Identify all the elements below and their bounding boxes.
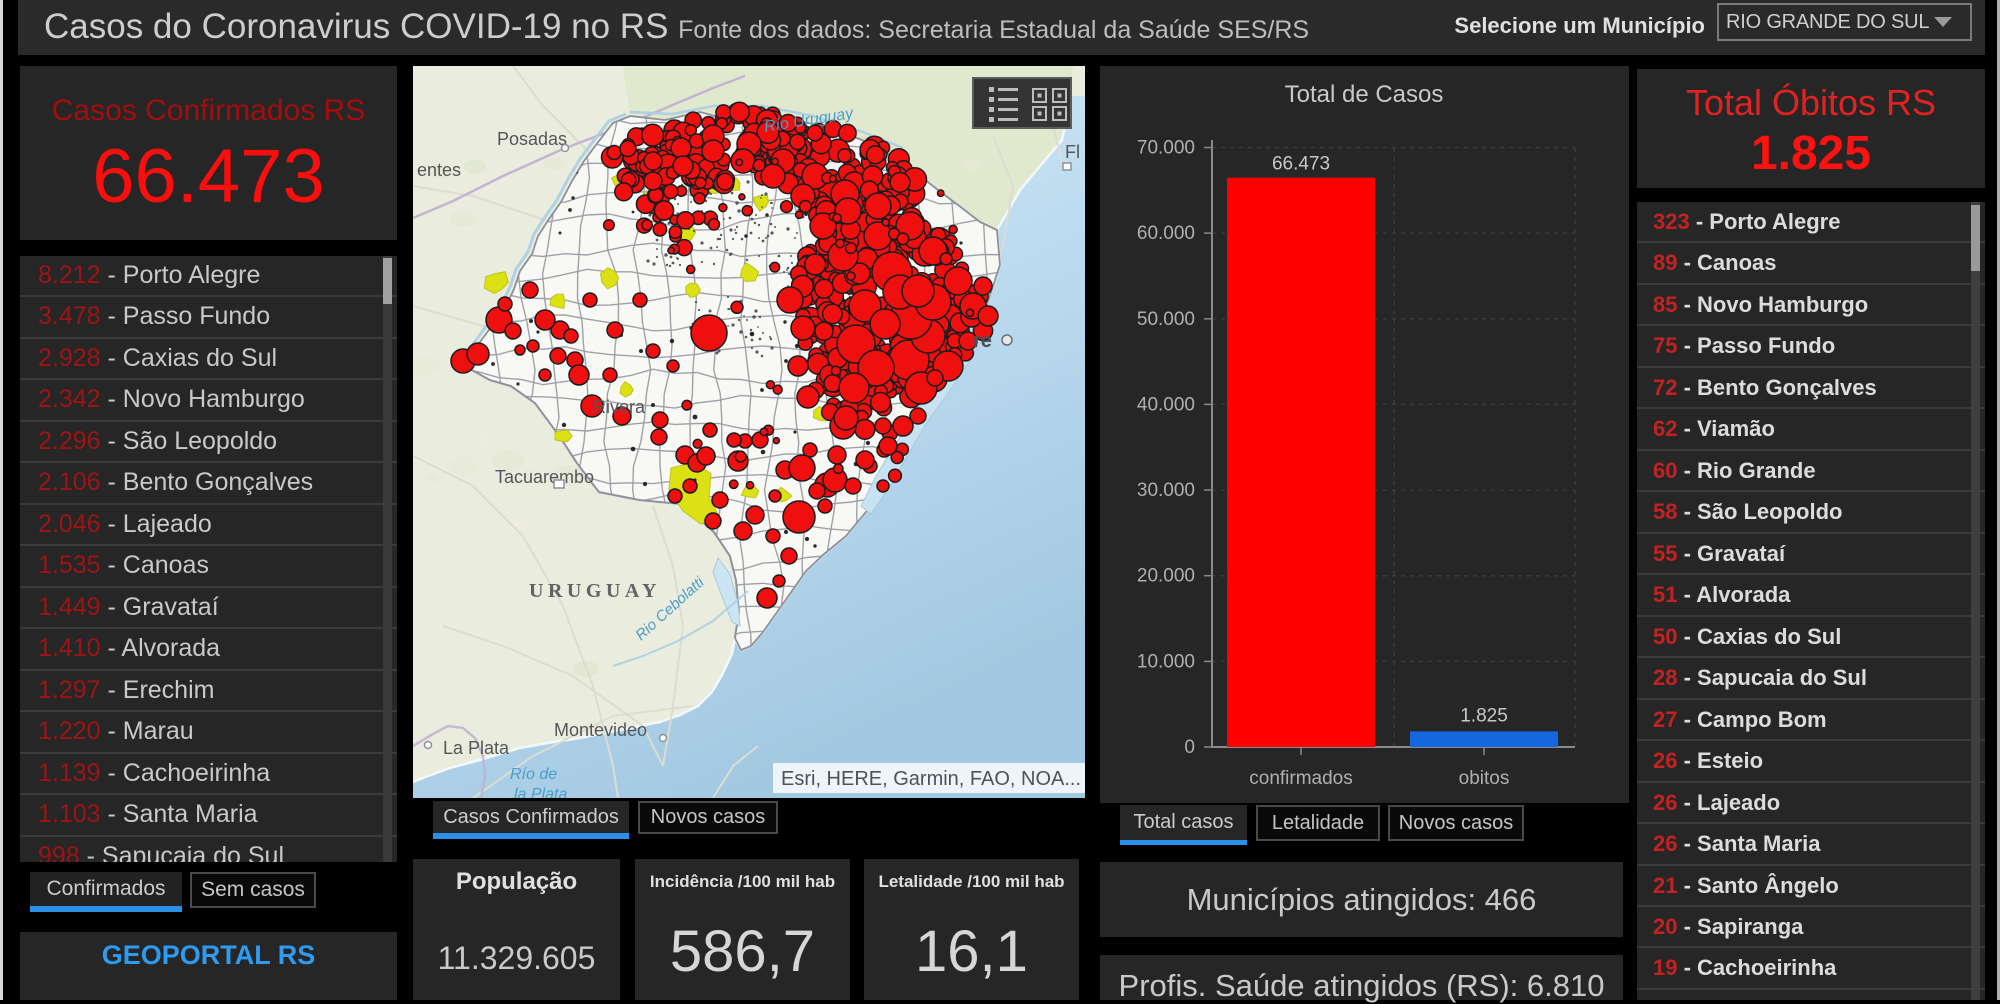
svg-text:30.000: 30.000 [1137, 480, 1195, 501]
svg-text:Rivera: Rivera [593, 397, 646, 417]
svg-text:entes: entes [417, 160, 461, 180]
svg-text:70.000: 70.000 [1137, 138, 1195, 159]
svg-text:40.000: 40.000 [1137, 394, 1195, 415]
svg-text:Esri, HERE, Garmin, FAO, NOA..: Esri, HERE, Garmin, FAO, NOA... [781, 768, 1081, 790]
svg-text:URUGUAY: URUGUAY [529, 580, 661, 602]
svg-text:66.473: 66.473 [1272, 154, 1330, 175]
svg-text:obitos: obitos [1459, 768, 1510, 789]
svg-text:50.000: 50.000 [1137, 309, 1195, 330]
svg-text:la Plata: la Plata [514, 786, 567, 798]
svg-text:Montevideo: Montevideo [554, 720, 647, 740]
svg-text:Tacuarembo: Tacuarembo [495, 467, 594, 487]
svg-text:Río de: Río de [510, 766, 557, 783]
svg-text:re: re [973, 330, 992, 352]
svg-text:La Plata: La Plata [443, 738, 510, 758]
svg-text:Total de Casos: Total de Casos [1285, 81, 1444, 108]
svg-text:20.000: 20.000 [1137, 566, 1195, 587]
svg-text:confirmados: confirmados [1249, 768, 1353, 789]
svg-text:1.825: 1.825 [1460, 705, 1508, 726]
svg-text:Posadas: Posadas [497, 129, 567, 149]
svg-text:10.000: 10.000 [1137, 651, 1195, 672]
svg-text:0: 0 [1184, 737, 1195, 758]
svg-text:60.000: 60.000 [1137, 223, 1195, 244]
svg-text:Fl: Fl [1065, 142, 1080, 162]
